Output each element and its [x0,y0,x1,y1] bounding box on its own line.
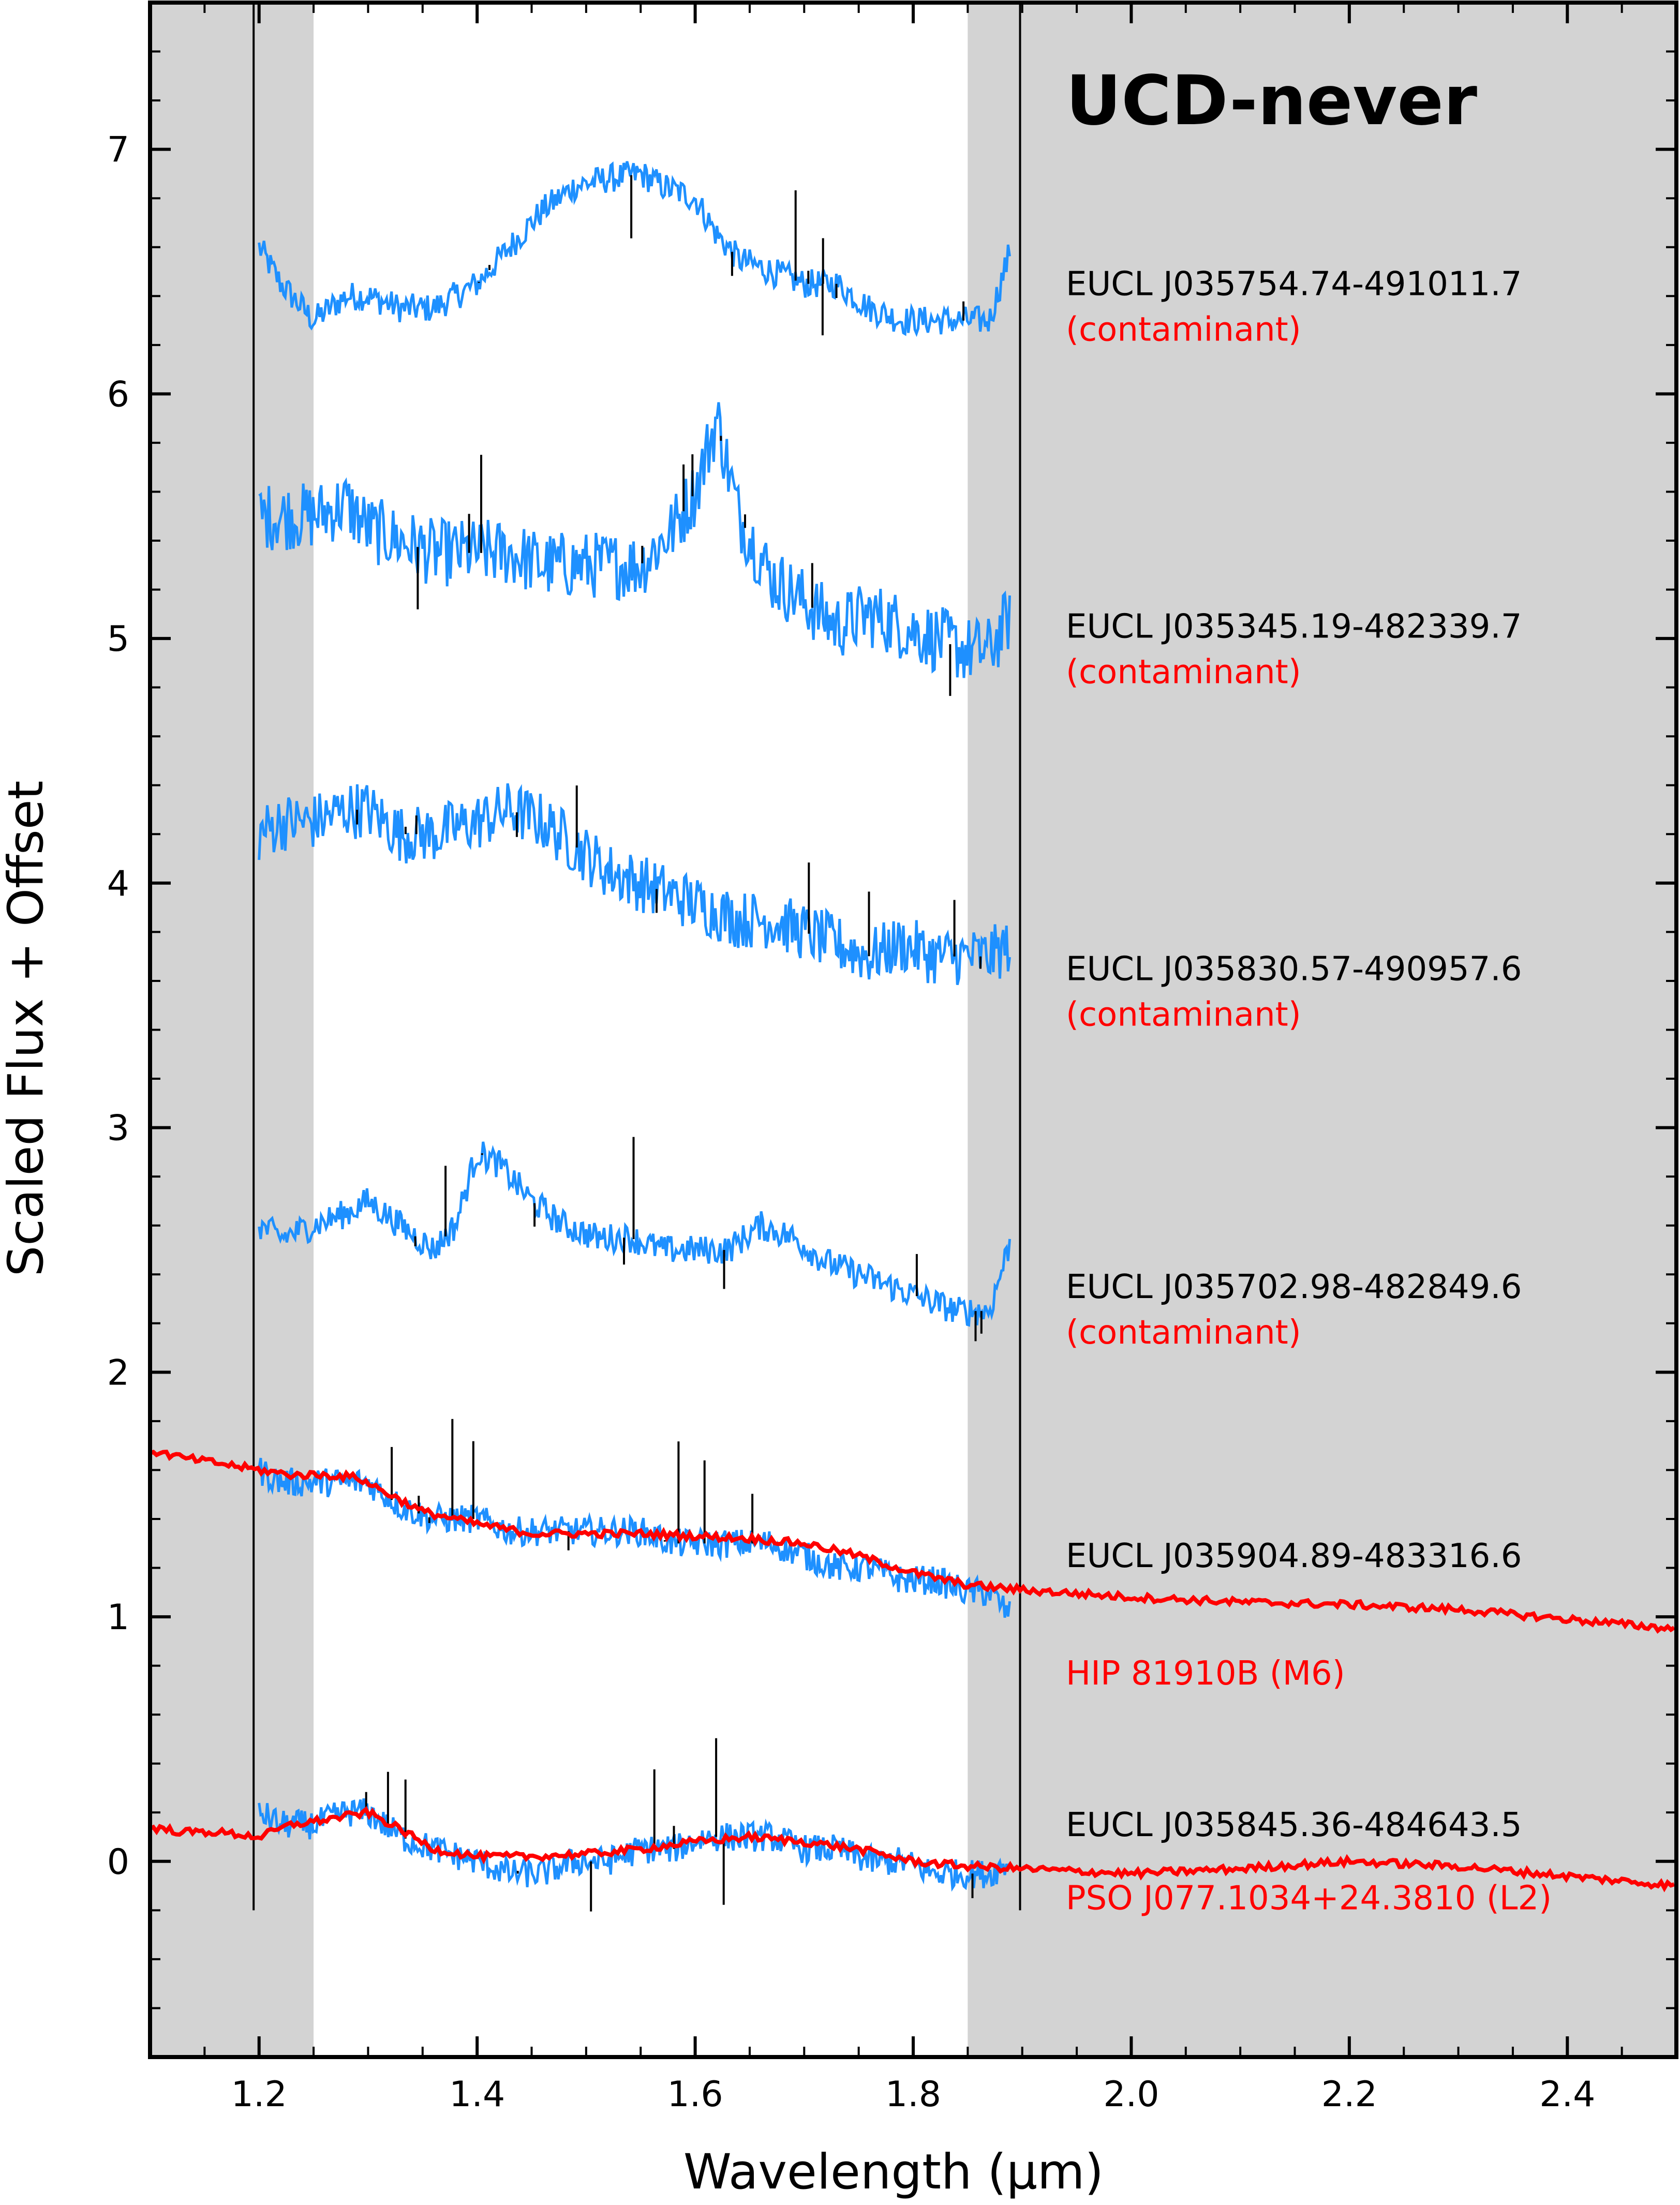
masked-region-0 [150,3,314,2057]
series-note-3: (contaminant) [1066,1314,1301,1352]
low-snr-spikes-0 [478,175,965,336]
spectrum-line-2 [258,783,1011,986]
y-tick-label-0: 0 [107,1842,129,1883]
x-tick-label-4: 2.0 [1103,2074,1159,2115]
x-tick-label-0: 1.2 [231,2074,287,2115]
masked-region-1 [968,3,1676,2057]
low-snr-spikes-5 [365,1738,974,1912]
series-label-2: EUCL J035830.57-490957.6 [1066,950,1522,988]
x-tick-label-2: 1.6 [667,2074,723,2115]
y-tick-label-7: 7 [107,130,129,171]
low-snr-spikes-4 [391,1419,754,1551]
standard-line-0 [150,1450,1675,1634]
axes: 1.2 1.4 1.6 1.8 2.0 2.2 2.4 0 1 2 3 4 5 6 7 [107,1,1678,2115]
spectra-layer [150,3,1675,1912]
standard-line-1 [150,1806,1675,1893]
low-snr-spikes-1 [417,436,951,696]
spectrum-line-0 [258,161,1011,337]
spectrum-line-4 [258,1457,1011,1618]
spectrum-line-1 [258,402,1011,678]
series-label-0: EUCL J035754.74-491011.7 [1066,265,1522,304]
x-tick-label-5: 2.2 [1321,2074,1377,2115]
series-label-5: EUCL J035845.36-484643.5 [1066,1806,1522,1844]
low-snr-spikes-2 [356,785,982,969]
y-axis-title: Scaled Flux + Offset [0,781,54,1277]
y-tick-label-5: 5 [107,619,129,660]
x-axis-title: Wavelength (μm) [683,2144,1104,2200]
standard-label-1: PSO J077.1034+24.3810 (L2) [1066,1880,1552,1918]
chart-title: UCD-never [1066,61,1477,141]
y-tick-label-6: 6 [107,374,129,415]
spectrum-line-3 [258,1141,1011,1327]
series-label-3: EUCL J035702.98-482849.6 [1066,1268,1522,1306]
series-note-0: (contaminant) [1066,311,1301,349]
y-tick-label-4: 4 [107,863,129,904]
x-tick-label-3: 1.8 [885,2074,941,2115]
masked-regions [150,3,1676,2057]
series-note-1: (contaminant) [1066,653,1301,691]
y-tick-label-2: 2 [107,1352,129,1393]
annotations: UCD-never Wavelength (μm) Scaled Flux + … [0,61,1552,2200]
x-tick-label-6: 2.4 [1539,2074,1595,2115]
y-tick-label-1: 1 [107,1597,129,1638]
series-label-4: EUCL J035904.89-483316.6 [1066,1537,1522,1575]
series-note-2: (contaminant) [1066,995,1301,1034]
series-label-1: EUCL J035345.19-482339.7 [1066,607,1522,646]
x-tick-label-1: 1.4 [449,2074,505,2115]
low-snr-spikes-3 [414,1137,983,1342]
standard-label-0: HIP 81910B (M6) [1066,1655,1345,1693]
y-tick-label-3: 3 [107,1108,129,1149]
